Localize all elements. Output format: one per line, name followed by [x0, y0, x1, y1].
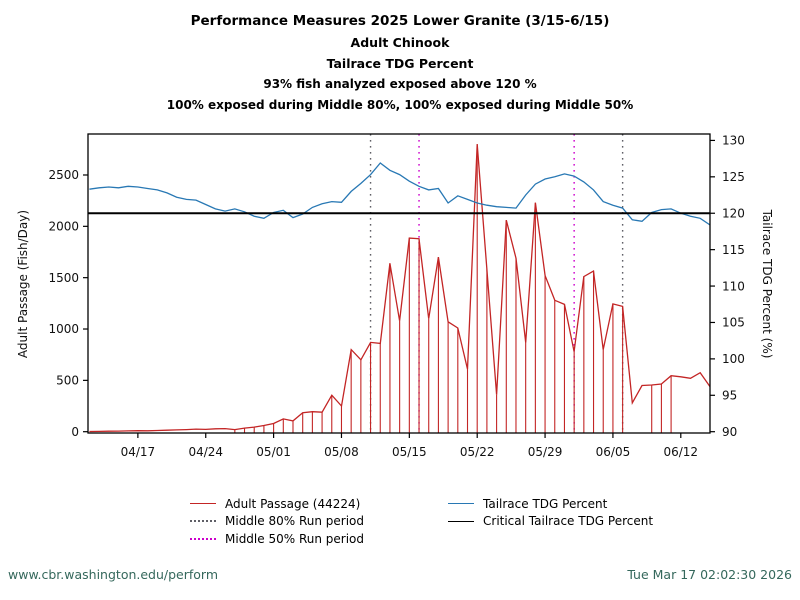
- plot-frame: [87, 133, 711, 434]
- right-axis-title: Tailrace TDG Percent (%): [760, 209, 774, 359]
- legend-item-adult-passage: Adult Passage (44224): [190, 495, 364, 513]
- legend-line-adult-passage: [190, 503, 216, 505]
- svg-text:95: 95: [722, 388, 737, 402]
- chart-titles: Performance Measures 2025 Lower Granite …: [0, 11, 800, 116]
- svg-text:05/15: 05/15: [392, 445, 427, 459]
- svg-text:05/22: 05/22: [460, 445, 495, 459]
- svg-text:500: 500: [56, 374, 79, 388]
- chart-title-measure: Tailrace TDG Percent: [326, 56, 474, 71]
- chart-legend: Adult Passage (44224) Middle 80% Run per…: [0, 495, 800, 555]
- svg-text:120: 120: [722, 206, 745, 220]
- page-footer: www.cbr.washington.edu/perform Tue Mar 1…: [0, 567, 800, 587]
- svg-text:05/29: 05/29: [528, 445, 563, 459]
- legend-label: Tailrace TDG Percent: [483, 496, 608, 511]
- chart-subtitle-exposure: 93% fish analyzed exposed above 120 %: [263, 77, 537, 91]
- legend-column-left: Adult Passage (44224) Middle 80% Run per…: [190, 495, 364, 548]
- adult-passage-stems: [234, 144, 672, 433]
- x-axis: 04/17 04/24 05/01 05/08 05/15 05/22 05/29 06/05…: [121, 433, 698, 459]
- left-axis-title: Adult Passage (Fish/Day): [16, 210, 30, 358]
- chart-title-main: Performance Measures 2025 Lower Granite …: [190, 13, 610, 29]
- footer-timestamp: Tue Mar 17 02:02:30 2026: [627, 567, 792, 582]
- chart-title-species: Adult Chinook: [350, 35, 450, 50]
- legend-item-middle80: Middle 80% Run period: [190, 513, 364, 531]
- svg-text:06/12: 06/12: [663, 445, 698, 459]
- legend-line-middle80: [190, 520, 216, 523]
- svg-text:115: 115: [722, 243, 745, 257]
- adult-passage-series: [89, 144, 711, 433]
- legend-item-critical-tdg: Critical Tailrace TDG Percent: [448, 513, 653, 531]
- svg-text:04/24: 04/24: [188, 445, 223, 459]
- right-axis: 90 95 100 105 110 115 120 125 130 Tailrace TDG Pe…: [710, 134, 774, 439]
- legend-label: Critical Tailrace TDG Percent: [483, 514, 654, 529]
- svg-text:06/05: 06/05: [596, 445, 631, 459]
- svg-text:0: 0: [71, 425, 79, 439]
- svg-text:1500: 1500: [48, 271, 79, 285]
- legend-label: Middle 50% Run period: [225, 531, 364, 546]
- legend-line-middle50: [190, 537, 216, 540]
- svg-text:90: 90: [722, 425, 737, 439]
- tdg-series: [89, 162, 711, 226]
- legend-item-middle50: Middle 50% Run period: [190, 530, 364, 548]
- svg-text:2500: 2500: [48, 168, 79, 182]
- svg-text:05/08: 05/08: [324, 445, 359, 459]
- svg-text:04/17: 04/17: [121, 445, 156, 459]
- legend-item-tdg: Tailrace TDG Percent: [448, 495, 653, 513]
- legend-label: Middle 80% Run period: [225, 514, 364, 529]
- svg-text:130: 130: [722, 134, 745, 148]
- legend-label: Adult Passage (44224): [225, 496, 361, 511]
- chart-subtitle-runperiods: 100% exposed during Middle 80%, 100% exp…: [166, 98, 634, 112]
- legend-column-right: Tailrace TDG Percent Critical Tailrace T…: [448, 495, 653, 530]
- svg-text:2000: 2000: [48, 220, 79, 234]
- svg-text:05/01: 05/01: [256, 445, 291, 459]
- left-axis: 0 500 1000 1500 2000 2500 Adult Passage (Fish/…: [16, 168, 88, 439]
- svg-text:1000: 1000: [48, 322, 79, 336]
- legend-line-tdg: [448, 503, 474, 505]
- legend-line-critical-tdg: [448, 520, 474, 522]
- footer-url: www.cbr.washington.edu/perform: [8, 567, 219, 582]
- svg-text:105: 105: [722, 316, 745, 330]
- svg-text:100: 100: [722, 352, 745, 366]
- svg-text:125: 125: [722, 170, 745, 184]
- svg-text:110: 110: [722, 279, 745, 293]
